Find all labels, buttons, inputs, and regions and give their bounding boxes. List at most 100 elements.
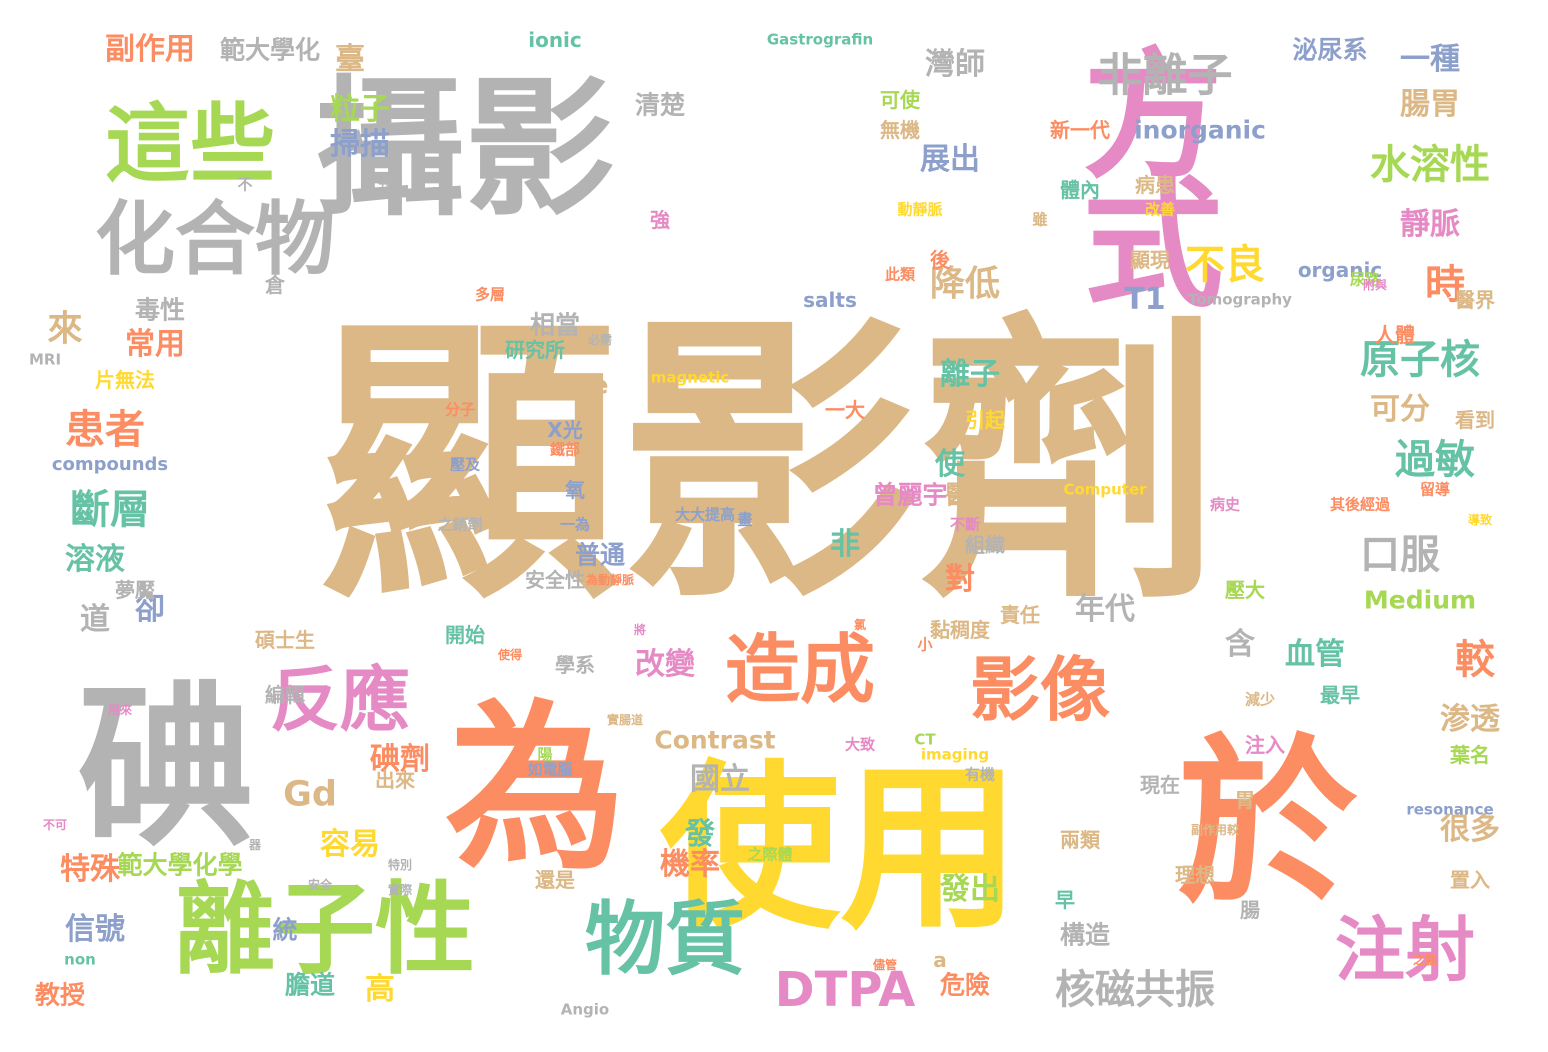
cloud-word: 開始: [445, 623, 485, 647]
cloud-word: 胃: [1235, 788, 1255, 812]
cloud-word: 還是: [535, 868, 575, 892]
cloud-word: MRI: [28, 350, 62, 369]
cloud-word: 灣師: [925, 47, 985, 82]
cloud-word: 其後經過: [1329, 495, 1391, 514]
cloud-word: 醫界: [1455, 288, 1495, 312]
cloud-word: 儘管: [872, 958, 898, 972]
cloud-word: 對: [945, 562, 975, 597]
cloud-word: 常用: [125, 327, 185, 362]
cloud-word: 靜脈: [1400, 207, 1460, 242]
cloud-word: 人體: [1375, 323, 1415, 347]
cloud-word: 這些: [104, 95, 276, 195]
cloud-word: 體內: [1060, 178, 1100, 202]
cloud-word: 為動靜脈: [585, 573, 635, 587]
cloud-word: 氯: [853, 618, 867, 632]
cloud-word: 離子: [940, 357, 1000, 392]
cloud-word: 引起: [965, 408, 1005, 432]
cloud-word: T1: [1124, 282, 1166, 317]
cloud-word: 葉名: [1450, 743, 1490, 767]
cloud-word: 使: [935, 447, 965, 482]
cloud-word: 此類: [884, 265, 916, 284]
cloud-word: 原子核: [1360, 337, 1480, 383]
cloud-word: 碩士生: [255, 628, 315, 652]
cloud-word: 統: [272, 915, 298, 945]
cloud-word: 雖: [1032, 210, 1048, 229]
cloud-word: 看到: [1455, 408, 1495, 432]
cloud-word: 顯影劑: [320, 290, 1220, 639]
cloud-word: 很多: [1440, 812, 1500, 847]
cloud-word: 泌尿系: [1292, 35, 1368, 65]
cloud-word: 改變: [635, 647, 695, 682]
cloud-word: 可使: [880, 88, 920, 112]
cloud-word: 壓及: [449, 455, 481, 474]
cloud-word: 尿路: [1349, 270, 1381, 289]
cloud-word: 壓大: [1225, 578, 1265, 602]
cloud-word: 一種: [1400, 42, 1460, 77]
cloud-word: 組織: [965, 533, 1005, 557]
cloud-word: 毒性: [134, 295, 186, 325]
cloud-word: 責任: [1000, 603, 1040, 627]
cloud-word: 發: [685, 817, 715, 852]
cloud-word: 高: [365, 972, 395, 1007]
cloud-word: 非: [830, 527, 860, 562]
cloud-word: Gastrografin: [766, 30, 874, 49]
cloud-word: 安全: [307, 878, 333, 892]
cloud-word: 兩類: [1060, 828, 1100, 852]
cloud-word: 最早: [1320, 683, 1360, 707]
cloud-word: 顯現: [1130, 248, 1170, 272]
cloud-word: 氧: [565, 478, 585, 502]
cloud-word: 實際: [387, 883, 413, 897]
cloud-word: 造成: [724, 625, 876, 714]
cloud-word: 陽: [537, 745, 553, 764]
cloud-word: 口服: [1360, 532, 1440, 578]
cloud-word: 普通: [574, 540, 626, 570]
cloud-word: 過敏: [1395, 437, 1475, 483]
cloud-word: 特別: [387, 858, 413, 872]
cloud-word: 夢魘: [115, 578, 155, 602]
cloud-word: 降低: [929, 264, 1001, 305]
cloud-word: 置入: [1450, 868, 1490, 892]
cloud-word: 無機: [880, 118, 920, 142]
cloud-word: 腸: [1240, 898, 1260, 922]
cloud-word: imaging: [920, 745, 990, 764]
cloud-word: 不斷: [949, 515, 981, 534]
cloud-word: 血管: [1285, 637, 1345, 672]
cloud-word: inorganic: [1134, 115, 1266, 145]
cloud-word: 方式: [1059, 41, 1222, 299]
cloud-word: 早: [1055, 888, 1075, 912]
cloud-word: 相當: [529, 310, 581, 340]
cloud-word: 新一代: [1050, 118, 1110, 142]
cloud-word: 留導: [1419, 480, 1451, 499]
cloud-word: 使得: [497, 648, 523, 662]
cloud-word: Angio: [560, 1000, 610, 1019]
cloud-word: 渗透: [1440, 702, 1500, 737]
cloud-word: 碘: [48, 674, 252, 836]
cloud-word: 可分: [1370, 392, 1430, 427]
cloud-word: compounds: [51, 454, 169, 475]
cloud-word: 一大: [825, 398, 865, 422]
cloud-word: 粒子: [330, 92, 390, 127]
cloud-word: 學系: [555, 653, 595, 677]
cloud-word: 注射: [1335, 909, 1475, 991]
cloud-word: 黏稠度: [930, 618, 990, 642]
cloud-word: Gd: [283, 774, 337, 815]
cloud-word: 片無法: [95, 368, 155, 392]
cloud-word: 容易: [320, 827, 380, 862]
cloud-word: 非離子: [1097, 48, 1233, 102]
cloud-word: 大致: [844, 735, 876, 754]
cloud-word: 多層: [474, 285, 506, 304]
cloud-word: 信號: [65, 912, 125, 947]
cloud-word: 構造: [1059, 920, 1111, 950]
cloud-word: 離子性: [175, 871, 475, 988]
cloud-word: CT: [914, 730, 936, 749]
cloud-word: 理想: [1175, 863, 1215, 887]
cloud-word: 曾麗宇: [872, 480, 948, 510]
cloud-word: 強: [650, 208, 670, 232]
cloud-word: 發出: [940, 872, 1000, 907]
cloud-word: 一為: [559, 515, 591, 534]
cloud-word: 碘劑: [370, 742, 430, 777]
cloud-word: 編輯: [265, 683, 305, 707]
cloud-word: 分子: [444, 400, 476, 419]
cloud-word: non: [64, 950, 96, 969]
